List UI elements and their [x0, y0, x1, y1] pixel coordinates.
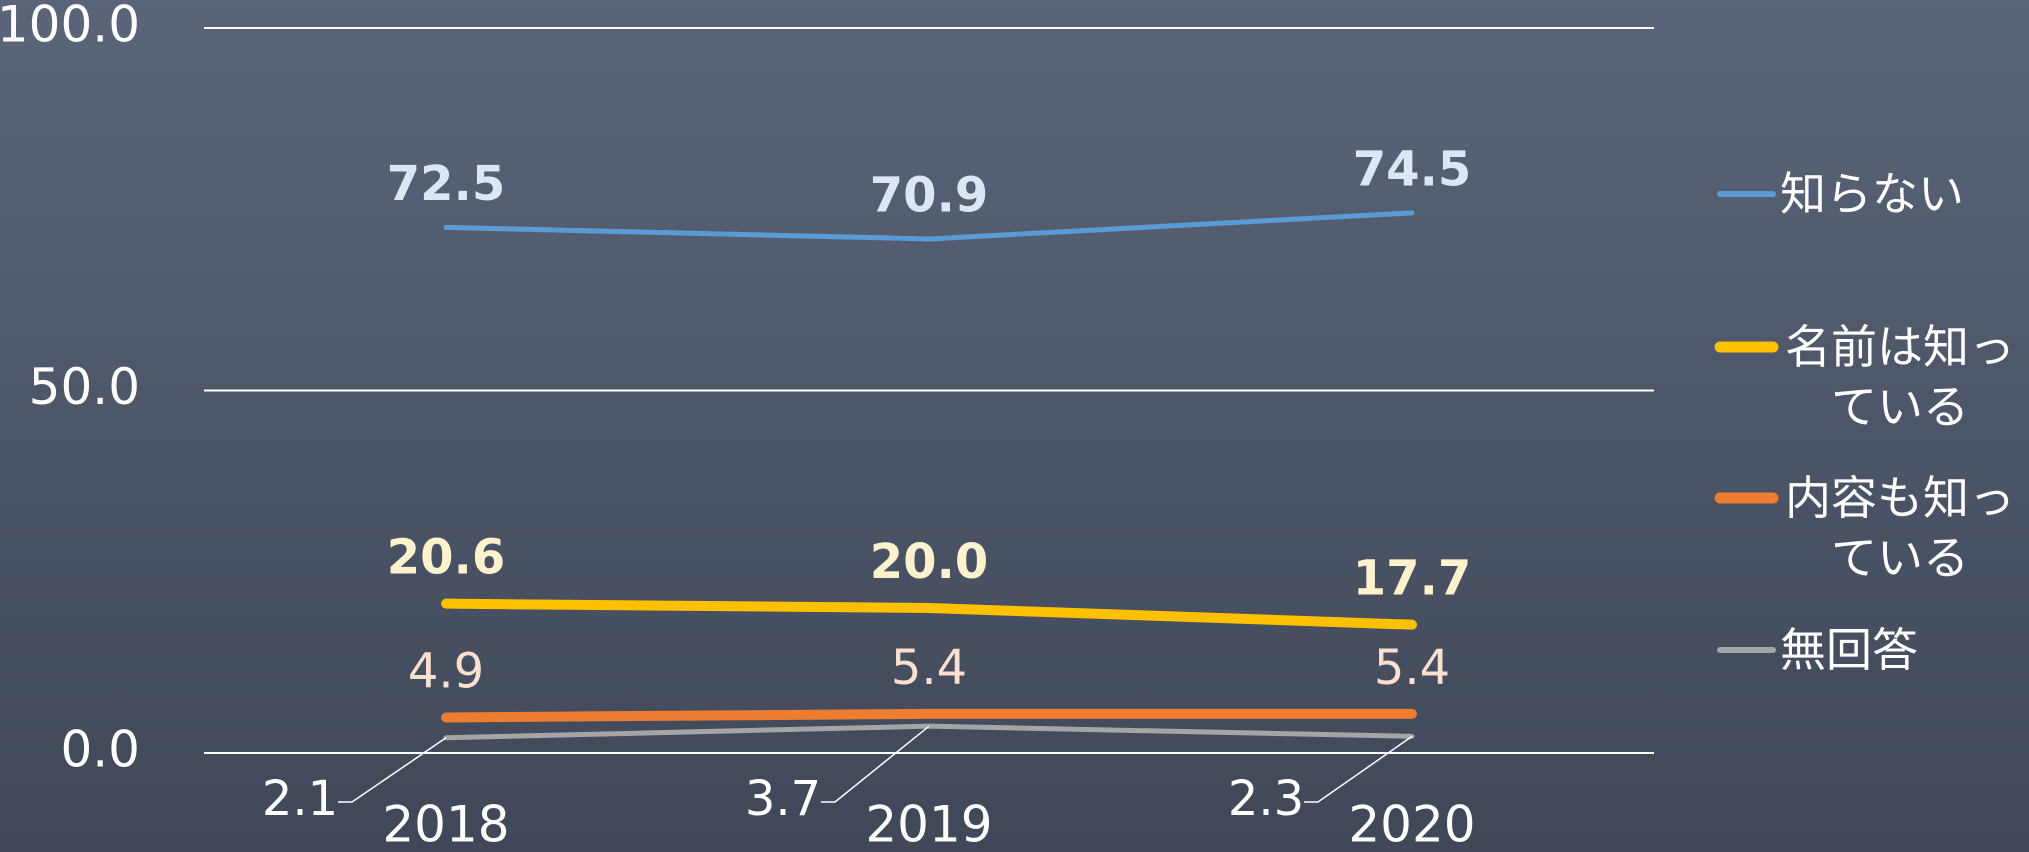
- series-line: [441, 598, 1417, 630]
- leader-line: [1304, 735, 1413, 803]
- leader-line: [338, 737, 447, 803]
- legend-label: 無回答: [1780, 623, 1918, 677]
- data-label: 72.5: [387, 156, 505, 212]
- series-line: [441, 708, 1417, 723]
- data-label: 20.0: [870, 534, 988, 590]
- data-label: 2.1: [262, 771, 338, 827]
- x-tick-label: 2019: [865, 796, 992, 852]
- legend-label: 知らない: [1780, 167, 1964, 221]
- legend-label: 内容も知っている: [1785, 471, 2015, 585]
- y-tick-label: 100.0: [0, 0, 140, 54]
- data-label: 5.4: [891, 640, 967, 696]
- legend-label: 名前は知っている: [1785, 320, 2015, 434]
- series-line: [443, 210, 1415, 242]
- data-label: 3.7: [745, 771, 821, 827]
- x-tick-label: 2020: [1348, 796, 1475, 852]
- leader-line: [821, 725, 930, 803]
- data-label: 20.6: [387, 530, 505, 586]
- data-label: 74.5: [1353, 141, 1471, 197]
- y-tick-label: 50.0: [29, 358, 140, 416]
- y-tick-label: 0.0: [60, 721, 140, 779]
- data-label: 5.4: [1374, 640, 1450, 696]
- data-label: 2.3: [1228, 771, 1304, 827]
- x-tick-label: 2018: [382, 796, 509, 852]
- data-label: 4.9: [408, 643, 484, 699]
- series-line: [443, 723, 1415, 741]
- data-label: 70.9: [870, 167, 988, 223]
- data-label: 17.7: [1353, 551, 1471, 607]
